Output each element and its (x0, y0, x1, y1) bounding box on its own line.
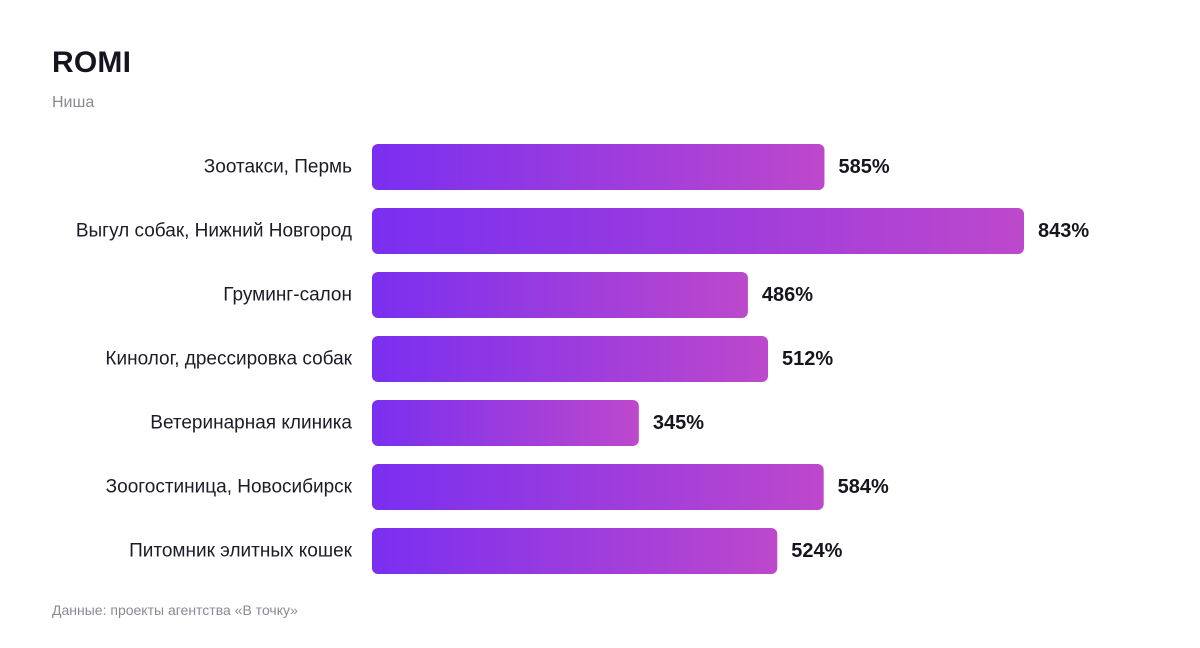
bar (372, 336, 768, 382)
value-label: 512% (782, 348, 833, 370)
category-label: Питомник элитных кошек (129, 541, 353, 562)
category-label: Ветеринарная клиника (150, 413, 352, 434)
bar-row: Питомник элитных кошек 524% (129, 528, 843, 574)
value-label: 524% (791, 540, 842, 562)
value-label: 843% (1038, 220, 1089, 242)
bar (372, 144, 825, 190)
bar-row: Зоогостиница, Новосибирск 584% (106, 464, 889, 510)
bars-group: Зоотакси, Пермь 585% Выгул собак, Нижний Н… (76, 144, 1089, 574)
bar-row: Кинолог, дрессировка собак 512% (105, 336, 833, 382)
category-label: Груминг-салон (223, 285, 352, 306)
bar (372, 464, 824, 510)
bar (372, 208, 1024, 254)
chart-subtitle: Ниша (52, 94, 95, 111)
value-label: 486% (762, 284, 813, 306)
bar (372, 400, 639, 446)
category-label: Выгул собак, Нижний Новгород (76, 221, 352, 242)
value-label: 585% (838, 156, 889, 178)
category-label: Зоогостиница, Новосибирск (106, 477, 353, 498)
bar-row: Выгул собак, Нижний Новгород 843% (76, 208, 1089, 254)
category-label: Зоотакси, Пермь (204, 157, 352, 178)
bar-row: Зоотакси, Пермь 585% (204, 144, 890, 190)
source-note: Данные: проекты агентства «В точку» (52, 602, 298, 618)
chart-title: ROMI (52, 46, 132, 79)
bar-row: Груминг-салон 486% (223, 272, 813, 318)
value-label: 584% (838, 476, 889, 498)
bar (372, 272, 748, 318)
bar (372, 528, 778, 574)
value-label: 345% (653, 412, 704, 434)
bar-row: Ветеринарная клиника 345% (150, 400, 704, 446)
category-label: Кинолог, дрессировка собак (105, 349, 352, 370)
